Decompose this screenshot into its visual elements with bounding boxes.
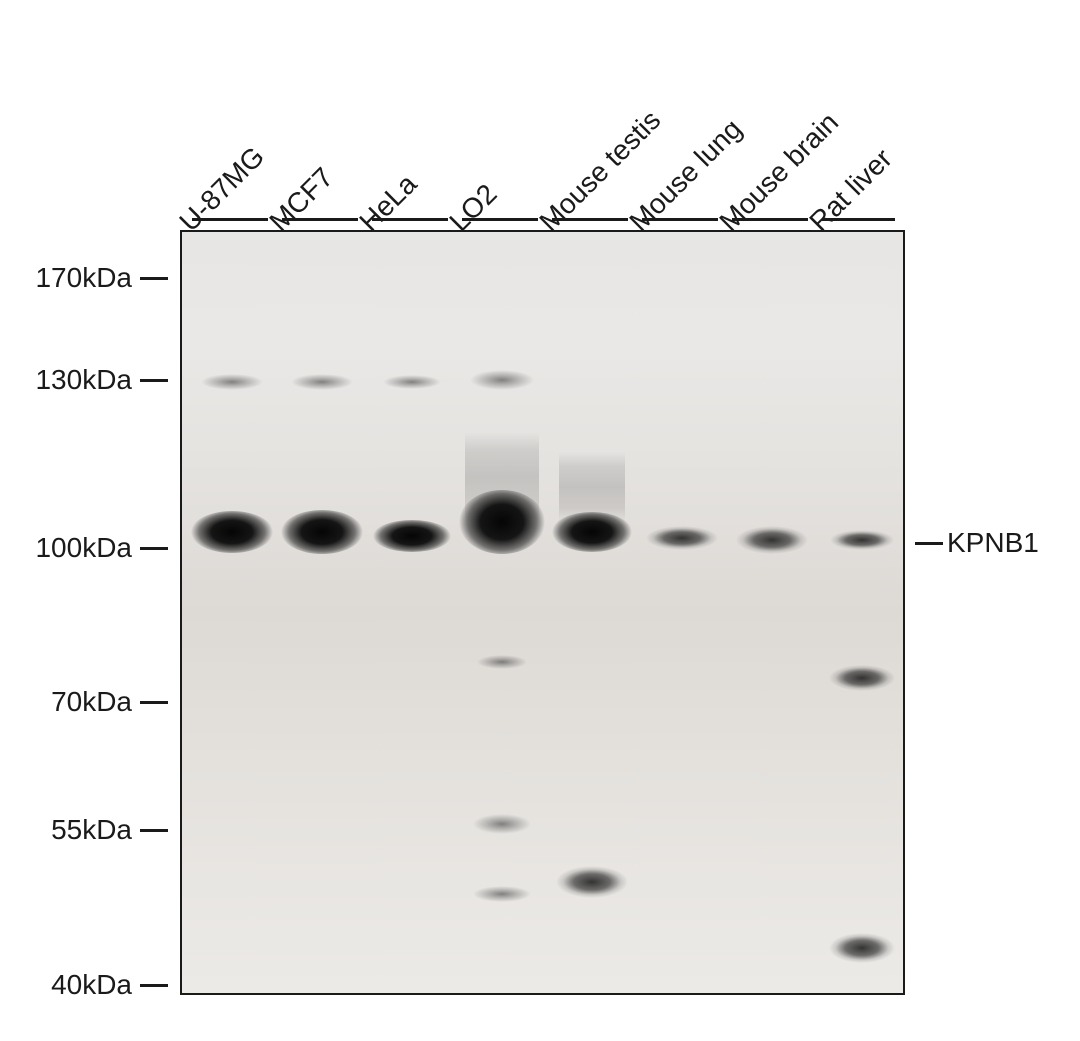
mw-marker-tick [140,984,168,987]
band [473,814,531,834]
blot-background [182,232,903,993]
mw-marker-label: 55kDa [12,814,132,846]
band [281,510,363,554]
band [201,374,263,390]
lane-label: U-87MG [173,141,270,238]
blot-image [180,230,905,995]
protein-tick [915,542,943,545]
lane-label: Rat liver [803,143,898,238]
band [373,520,451,552]
band [191,511,273,553]
protein-label: KPNB1 [947,527,1039,559]
mw-marker-tick [140,547,168,550]
band [556,866,628,898]
band [473,886,531,902]
band [552,512,632,552]
mw-marker-label: 70kDa [12,686,132,718]
band [477,655,527,669]
band [830,530,894,550]
mw-marker-label: 40kDa [12,969,132,1001]
band [291,374,353,390]
mw-marker-tick [140,379,168,382]
mw-marker-tick [140,829,168,832]
mw-marker-tick [140,277,168,280]
band [646,526,718,550]
mw-marker-label: 130kDa [12,364,132,396]
band [470,370,534,390]
band [459,490,545,554]
mw-marker-label: 170kDa [12,262,132,294]
band [829,665,895,691]
lane-label: HeLa [353,168,423,238]
lane-label: LO2 [443,178,503,238]
band [736,526,808,554]
mw-marker-tick [140,701,168,704]
band [383,375,441,389]
mw-marker-label: 100kDa [12,532,132,564]
band [829,933,895,963]
lane-label: MCF7 [263,161,340,238]
